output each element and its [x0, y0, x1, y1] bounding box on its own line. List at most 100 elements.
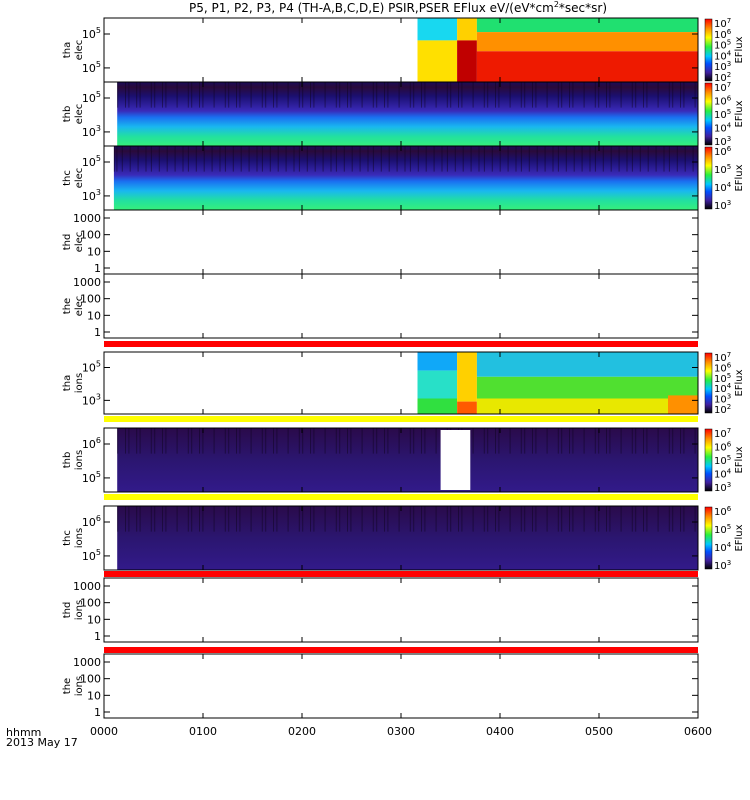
- spectrogram-stripe: [306, 146, 308, 172]
- spectrogram-stripe: [498, 428, 500, 454]
- colorbar-tick-label: 105: [714, 454, 731, 467]
- spectrogram-stripe: [261, 146, 263, 172]
- spectrogram-stripe: [273, 428, 274, 454]
- y-tick-label: 10: [87, 689, 101, 702]
- colorbar: [704, 352, 713, 414]
- spectrogram-stripe: [413, 506, 415, 532]
- spectrogram-stripe: [421, 506, 422, 532]
- colorbar-tick-label: 105: [714, 108, 731, 121]
- y-tick-label: 105: [82, 26, 101, 41]
- product-label: elec: [74, 296, 85, 317]
- spectrogram-stripe: [162, 82, 163, 108]
- spectrogram-stripe: [404, 146, 406, 172]
- spectrogram-stripe: [421, 82, 422, 108]
- panel-frame: [103, 273, 699, 339]
- spectrogram-stripe: [421, 428, 422, 454]
- spectrogram-stripe: [589, 146, 591, 172]
- probe-label: thd: [62, 602, 73, 619]
- colorbar-tick-label: 104: [714, 122, 732, 135]
- data-gap: [440, 430, 471, 490]
- spectrogram-stripe: [265, 82, 267, 108]
- spectrogram-stripe: [277, 146, 279, 172]
- product-label: elec: [74, 168, 85, 189]
- y-tick-label: 1000: [73, 276, 101, 289]
- panel-y-label: the elec: [62, 296, 85, 317]
- spectrogram-stripe: [302, 506, 304, 532]
- colorbar-tick-label: 106: [714, 505, 732, 518]
- spectrogram-stripe: [631, 146, 633, 172]
- spectrogram-stripe: [557, 506, 559, 532]
- spectrogram-stripe: [631, 82, 633, 108]
- colorbar-tick-label: 103: [714, 60, 731, 73]
- product-label: ions: [74, 450, 85, 470]
- spectrogram-stripe: [602, 146, 604, 172]
- spectrogram-segment-cyan: [417, 18, 458, 41]
- spectrogram-stripe: [507, 146, 509, 172]
- spectrogram-stripe: [322, 146, 324, 172]
- spectrogram-stripe: [313, 82, 315, 108]
- colorbar-tick-label: 103: [714, 199, 731, 212]
- spectrogram-stripe: [310, 428, 311, 454]
- spectrogram-stripe: [187, 146, 189, 172]
- spectrogram-stripe: [376, 506, 378, 532]
- spectrogram-stripe: [261, 82, 263, 108]
- colorbar-tick-label: 106: [714, 441, 732, 454]
- colorbar-tick-label: 105: [714, 523, 731, 536]
- spectrogram-stripe: [446, 506, 448, 532]
- spectrogram-stripe: [694, 82, 696, 108]
- spectrogram-stripe: [583, 428, 585, 454]
- colorbar-tick-label: 104: [714, 468, 732, 481]
- probe-label: thb: [62, 452, 73, 469]
- spectrogram-stripe: [606, 82, 607, 108]
- spectrogram-stripe: [239, 428, 241, 454]
- spectrogram-stripe: [176, 82, 178, 108]
- spectrogram-stripe: [343, 146, 345, 172]
- colorbar-tick-label: 102: [714, 71, 731, 84]
- spectrogram-stripe: [610, 146, 612, 172]
- spectrogram-stripe: [472, 428, 474, 454]
- spectrogram-stripe: [532, 506, 533, 532]
- spectrogram-stripe: [572, 506, 574, 532]
- spectrogram-stripe: [324, 82, 326, 108]
- probe-label: thc: [62, 530, 73, 546]
- spectrogram-segment-blue: [417, 352, 458, 371]
- spectrogram-stripe: [572, 428, 574, 454]
- y-tick-label: 103: [82, 124, 101, 139]
- colorbar-tick-label: 103: [714, 393, 731, 406]
- product-label: ions: [74, 676, 85, 696]
- spectrogram-stripe: [594, 506, 596, 532]
- y-tick-label: 106: [82, 514, 101, 529]
- spectrogram-stripe: [187, 506, 189, 532]
- spectrogram-fill: [113, 146, 698, 210]
- spectrogram-stripe: [350, 506, 352, 532]
- spectrogram-segment-lime: [476, 376, 698, 399]
- spectrogram-stripe: [668, 506, 670, 532]
- colorbar-label-group: EFlux: [734, 446, 745, 473]
- spectrogram-stripe: [424, 428, 426, 454]
- x-tick-label: 0500: [585, 725, 613, 738]
- spectrogram-stripe: [424, 82, 426, 108]
- spectrogram-stripe: [409, 146, 411, 172]
- spectrogram-stripe: [572, 82, 574, 108]
- spectrogram-stripe: [581, 146, 583, 172]
- spectrogram-stripe: [117, 82, 119, 108]
- spectrogram-stripe: [520, 506, 522, 532]
- spectrogram-stripe: [165, 506, 167, 532]
- probe-label: thd: [62, 234, 73, 251]
- spectrogram-stripe: [672, 506, 674, 532]
- y-tick-label: 103: [82, 392, 101, 407]
- spectrogram-stripe: [694, 428, 696, 454]
- spectrogram-stripe: [618, 146, 620, 172]
- spectrogram-stripe: [376, 82, 378, 108]
- spectrogram-stripe: [195, 146, 197, 172]
- spectrogram-stripe: [594, 428, 596, 454]
- spectrogram-stripe: [683, 506, 685, 532]
- spectrogram-stripe: [609, 428, 611, 454]
- colorbar-tick-label: 107: [714, 351, 731, 364]
- spectrogram-stripe: [113, 146, 115, 172]
- spectrogram-stripe: [150, 146, 152, 172]
- spectrogram-stripe: [372, 146, 374, 172]
- product-label: ions: [74, 373, 85, 393]
- spectrogram-stripe: [310, 82, 311, 108]
